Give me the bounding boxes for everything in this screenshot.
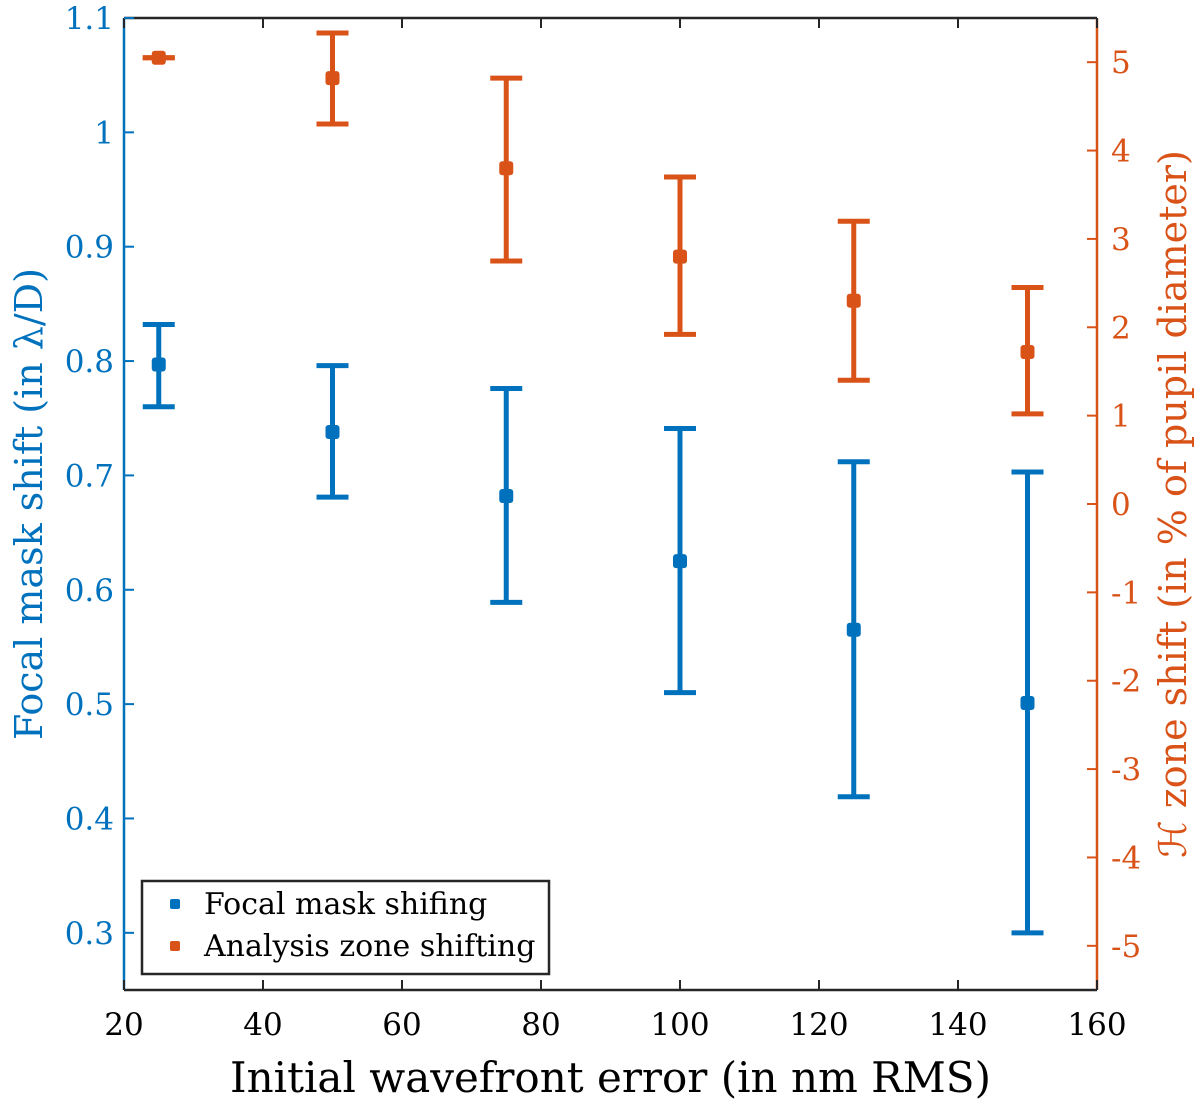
y-right-tick-label: 3 — [1111, 222, 1131, 258]
y-right-tick-label: -1 — [1111, 575, 1141, 611]
legend-label: Focal mask shifing — [204, 887, 487, 922]
focal-mask-point — [325, 424, 340, 439]
analysis-zone-point — [151, 50, 166, 65]
x-tick-label: 80 — [521, 1007, 560, 1043]
x-tick-label: 20 — [104, 1007, 143, 1043]
y-left-tick-label: 1.1 — [65, 1, 114, 37]
focal-mask-point — [151, 357, 166, 372]
series-layer — [142, 30, 1044, 936]
y-right-tick-label: -2 — [1111, 664, 1141, 700]
analysis-zone-point — [673, 249, 687, 264]
plot-area: 20 40 60 80 100 120 140 1600.30.40.50.60.70.80.… — [7, 1, 1195, 1102]
focal-mask-point — [499, 488, 514, 503]
x-tick-label: 160 — [1067, 1007, 1126, 1043]
y-left-tick-label: 0.5 — [65, 687, 114, 723]
legend-marker-focal-mask — [170, 899, 180, 909]
focal-mask-point — [673, 554, 687, 569]
y-right-tick-label: 0 — [1111, 487, 1131, 523]
x-tick-label: 60 — [382, 1007, 421, 1043]
x-tick-label: 100 — [650, 1007, 709, 1043]
focal-mask-point — [846, 622, 861, 637]
y-left-tick-label: 0.6 — [65, 573, 114, 609]
y-right-tick-label: -5 — [1111, 929, 1141, 965]
x-axis-title: Initial wavefront error (in nm RMS) — [230, 1053, 991, 1102]
y-left-tick-label: 1 — [94, 115, 114, 151]
x-tick-label: 140 — [928, 1007, 987, 1043]
analysis-zone-point — [846, 293, 861, 308]
y-right-tick-label: -4 — [1111, 840, 1141, 876]
y-left-tick-label: 0.8 — [65, 344, 114, 380]
focal-mask-point — [1020, 695, 1035, 710]
y-right-tick-label: 5 — [1111, 45, 1131, 81]
y-right-tick-label: -3 — [1111, 752, 1141, 788]
legend-label: Analysis zone shifting — [203, 929, 535, 964]
analysis-zone-point — [1020, 345, 1035, 360]
x-tick-label: 120 — [789, 1007, 848, 1043]
legend: Focal mask shifing Analysis zone shifting — [140, 879, 551, 976]
y-left-tick-label: 0.9 — [65, 230, 114, 266]
y-left-tick-label: 0.4 — [65, 801, 114, 837]
legend-marker-analysis-zone — [170, 941, 180, 951]
legend-box — [140, 879, 551, 976]
analysis-zone-point — [325, 71, 340, 86]
y-left-axis-title: Focal mask shift (in λ/D) — [7, 268, 51, 740]
y-left-tick-label: 0.7 — [65, 458, 114, 494]
y-right-tick-label: 4 — [1111, 134, 1131, 170]
y-right-tick-label: 2 — [1111, 310, 1131, 346]
y-right-axis-title: ℋ zone shift (in % of pupil diameter) — [1151, 150, 1195, 858]
y-right-tick-label: 1 — [1111, 399, 1131, 435]
x-tick-label: 40 — [243, 1007, 282, 1043]
analysis-zone-point — [499, 161, 514, 176]
y-left-tick-label: 0.3 — [65, 916, 114, 952]
